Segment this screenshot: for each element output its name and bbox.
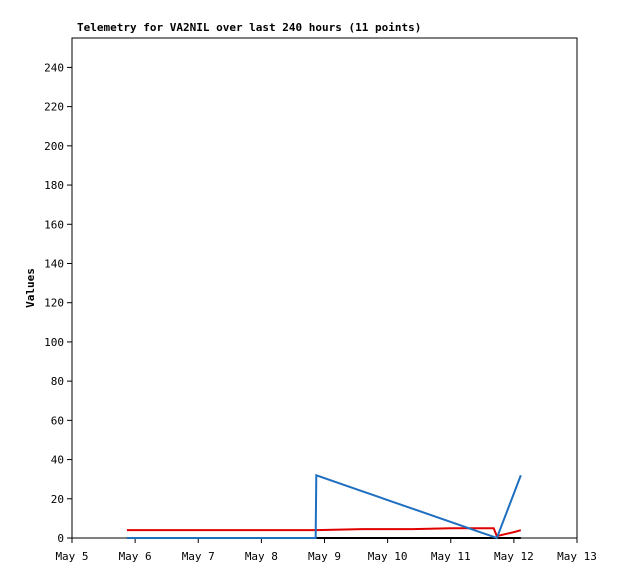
plot-frame xyxy=(71,37,578,539)
x-tick-label: May 12 xyxy=(494,550,534,563)
y-tick-label: 20 xyxy=(51,493,64,506)
y-tick-label: 220 xyxy=(44,101,64,114)
series-line xyxy=(126,527,522,538)
y-tick-label: 60 xyxy=(51,414,64,427)
y-tick-label: 200 xyxy=(44,140,64,153)
y-tick-label: 80 xyxy=(51,375,64,388)
y-tick-label: 120 xyxy=(44,297,64,310)
series-line xyxy=(126,473,522,540)
x-tick-label: May 10 xyxy=(368,550,408,563)
x-tick-label: May 5 xyxy=(55,550,88,563)
y-tick-label: 140 xyxy=(44,257,64,270)
y-tick-label: 100 xyxy=(44,336,64,349)
y-axis-label: Values xyxy=(24,268,37,308)
chart-title: Telemetry for VA2NIL over last 240 hours… xyxy=(77,21,421,34)
x-tick-label: May 11 xyxy=(431,550,471,563)
x-tick-label: May 9 xyxy=(308,550,341,563)
y-tick-label: 180 xyxy=(44,179,64,192)
y-tick-label: 40 xyxy=(51,454,64,467)
x-tick-label: May 6 xyxy=(119,550,152,563)
x-tick-label: May 13 xyxy=(557,550,597,563)
y-tick-label: 160 xyxy=(44,218,64,231)
y-tick-label: 240 xyxy=(44,61,64,74)
y-tick-label: 0 xyxy=(57,532,64,545)
x-tick-label: May 8 xyxy=(245,550,278,563)
x-tick-label: May 7 xyxy=(182,550,215,563)
